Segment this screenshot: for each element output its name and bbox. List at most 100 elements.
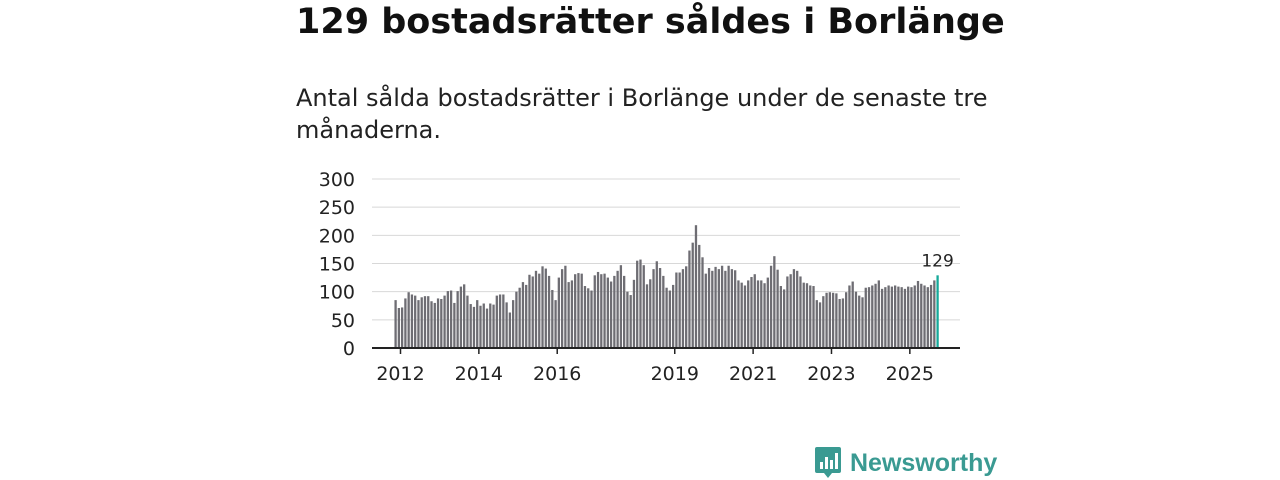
y-tick-label: 0 [343,338,355,360]
bar [887,285,890,348]
bar [815,300,818,348]
bar [871,285,874,348]
bar [404,298,407,348]
bar [805,283,809,348]
bar [822,296,825,348]
bar [427,296,430,348]
bar [678,272,681,348]
bar [498,294,502,348]
bar [671,284,675,348]
x-tick-label: 2019 [651,363,699,385]
bar [877,280,880,348]
bar [649,279,652,348]
bar [714,266,717,348]
bar [538,273,541,348]
bar [410,294,414,348]
bar [528,274,531,348]
bar [831,292,835,348]
bar [508,312,512,348]
bar [740,282,743,348]
x-tick-label: 2023 [807,363,855,385]
bar [459,286,463,348]
bar [547,275,551,348]
x-tick-label: 2025 [886,363,934,385]
bar [753,274,756,348]
bar [691,242,694,348]
bar [505,302,508,348]
bar [711,270,714,348]
bar [619,265,623,348]
bar [453,302,456,348]
bar [743,285,747,348]
bar [665,287,668,348]
bar [802,282,805,348]
bar [851,281,854,348]
bar [796,270,799,348]
bar [698,244,701,348]
bar [858,295,861,348]
x-tick-label: 2012 [376,363,424,385]
bar [838,298,841,348]
bar [920,283,923,348]
bar [874,283,877,348]
bar [779,286,783,348]
bar [724,270,727,348]
bar [730,269,734,348]
bar [727,265,730,348]
y-tick-label: 50 [331,310,355,332]
newsworthy-logo-icon [815,447,841,478]
bar [929,284,933,348]
y-tick-label: 250 [319,197,355,219]
bar [926,287,929,348]
bar [632,279,636,348]
bar [400,307,404,348]
bar [841,298,845,348]
bar [430,301,433,348]
bar [652,269,655,348]
bar [685,266,688,348]
bar [867,287,871,348]
bar [463,284,466,348]
chart-title: 129 bostadsrätter såldes i Borlänge [296,2,1005,42]
bar [694,225,698,348]
bar [923,285,926,348]
bar [469,304,472,348]
bar [606,277,609,348]
bar [616,270,619,348]
bar [668,290,672,348]
bar [420,297,423,348]
bar [809,285,812,348]
bar [570,280,574,348]
bar [449,290,453,348]
bar [629,295,632,348]
bar [531,276,534,348]
bar [443,295,446,348]
bar [534,270,538,348]
chart-subtitle: Antal sålda bostadsrätter i Borlänge und… [296,84,988,144]
bar [636,260,639,348]
bar [511,300,515,348]
bar [525,284,528,348]
bar [799,276,802,348]
bar [645,284,649,348]
bar [466,295,469,348]
bar [407,292,410,348]
bar [907,286,910,348]
bar [707,268,711,348]
brand-name: Newsworthy [850,448,998,477]
bar [580,273,583,348]
bar [900,287,903,348]
bar [489,303,492,348]
bar [440,298,443,348]
bar [587,288,590,348]
bar [655,261,658,348]
bar [554,300,557,348]
bar [590,290,593,348]
bar [760,280,763,348]
bar [763,283,766,348]
x-tick-label: 2021 [729,363,777,385]
bar [603,273,606,348]
bar [518,287,521,348]
bar [835,293,838,348]
